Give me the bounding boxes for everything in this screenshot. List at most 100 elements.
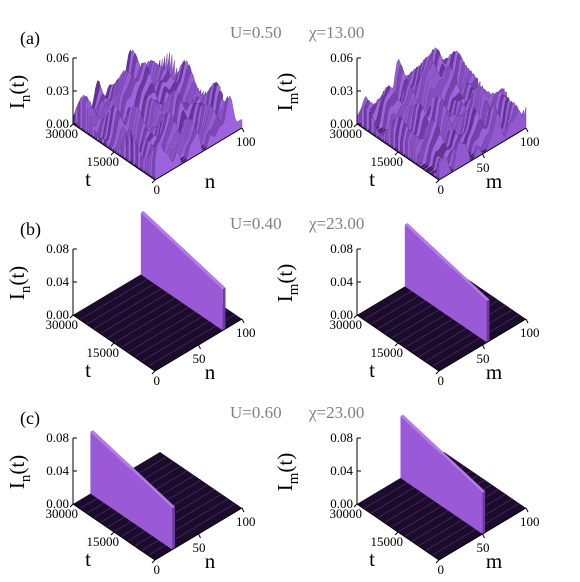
y-label-sub: n — [18, 94, 34, 102]
floor-texture — [425, 309, 513, 363]
t-tick — [69, 123, 74, 128]
wall-side — [400, 414, 486, 493]
x-axis-label: n — [205, 549, 216, 573]
wall-front — [172, 506, 176, 550]
t-axis-label: t — [85, 167, 91, 191]
y-label-tail: (t) — [5, 266, 29, 286]
x-axis-label: m — [486, 549, 502, 573]
wall-side — [90, 430, 176, 509]
t-tick — [394, 151, 399, 156]
t-tick — [353, 314, 358, 319]
t-tick-label: 30000 — [330, 506, 363, 521]
parameter-label: χ=23.00 — [308, 214, 364, 233]
y-axis-label: In(t) — [5, 75, 34, 109]
n-tick-label: 100 — [236, 134, 256, 149]
t-axis-label: t — [369, 358, 375, 382]
floor-texture — [425, 498, 513, 552]
n-tick — [198, 533, 201, 539]
z-tick-label: 0.00 — [330, 116, 353, 131]
parameter-label: U=0.50 — [230, 23, 282, 42]
y-label-main: I — [5, 293, 29, 300]
wall-front — [222, 287, 226, 331]
t-tick — [69, 503, 74, 508]
y-label-sub: m — [286, 283, 302, 295]
parameter-label: U=0.60 — [230, 403, 282, 422]
t-tick-label: 30000 — [330, 126, 363, 141]
n-tick — [241, 127, 245, 133]
t-tick — [110, 342, 115, 347]
n-tick — [525, 127, 529, 133]
wall-side — [140, 211, 226, 290]
t-tick-label: 15000 — [371, 154, 404, 169]
floor-texture — [418, 304, 506, 358]
n-tick-label: 100 — [520, 514, 540, 529]
y-label-tail: (t) — [5, 75, 29, 95]
y-label-sub: n — [18, 474, 34, 482]
n-tick-label: 100 — [236, 325, 256, 340]
y-label-tail: (t) — [5, 455, 29, 475]
wall-side — [404, 222, 490, 302]
n-tick-label: 50 — [477, 540, 490, 555]
z-tick-label: 0.08 — [330, 241, 353, 256]
z-tick-label: 0.03 — [330, 83, 353, 98]
y-axis-label: In(t) — [5, 455, 34, 489]
n-axis — [154, 127, 243, 181]
t-tick-label: 0 — [154, 182, 161, 197]
n-tick-label: 100 — [236, 514, 256, 529]
t-tick-label: 0 — [154, 562, 161, 577]
floor-texture — [141, 498, 229, 552]
y-axis-label: Im(t) — [273, 264, 302, 303]
t-tick-label: 15000 — [371, 534, 404, 549]
n-tick — [525, 318, 529, 324]
t-tick-label: 0 — [438, 182, 445, 197]
y-axis-label: Im(t) — [273, 453, 302, 492]
t-tick — [353, 123, 358, 128]
floor-texture — [147, 502, 236, 556]
t-tick-label: 30000 — [46, 317, 79, 332]
t-axis-label: t — [85, 547, 91, 571]
y-label-tail: (t) — [273, 264, 297, 284]
t-tick-label: 0 — [438, 562, 445, 577]
n-tick-label: 100 — [520, 134, 540, 149]
y-label-main: I — [273, 104, 297, 111]
t-tick — [151, 179, 156, 184]
t-axis-label: t — [369, 547, 375, 571]
z-tick-label: 0.04 — [46, 274, 69, 289]
parameter-label: χ=23.00 — [308, 403, 364, 422]
t-tick-label: 0 — [154, 373, 161, 388]
t-tick — [435, 179, 440, 184]
y-label-tail: (t) — [273, 453, 297, 473]
n-tick-label: 50 — [477, 351, 490, 366]
wall — [400, 416, 483, 534]
z-tick-label: 0.00 — [330, 307, 353, 322]
z-tick-label: 0.06 — [330, 50, 353, 65]
floor-texture — [134, 493, 222, 547]
panel-label: (b) — [20, 219, 41, 240]
x-axis-label: n — [205, 169, 216, 193]
z-tick-label: 0.08 — [330, 430, 353, 445]
n-tick-label: 100 — [520, 325, 540, 340]
t-tick-label: 15000 — [87, 154, 120, 169]
x-axis-label: m — [486, 169, 502, 193]
z-tick-label: 0.08 — [46, 430, 69, 445]
z-tick-label: 0.00 — [46, 307, 69, 322]
t-tick-label: 30000 — [46, 126, 79, 141]
n-tick — [525, 507, 529, 513]
t-tick — [435, 559, 440, 564]
z-tick-label: 0.03 — [46, 83, 69, 98]
n-tick-label: 50 — [193, 351, 206, 366]
x-axis-label: n — [205, 360, 216, 384]
t-tick-label: 0 — [438, 373, 445, 388]
y-label-main: I — [273, 484, 297, 491]
n-tick — [241, 318, 245, 324]
y-label-main: I — [5, 102, 29, 109]
t-tick — [151, 559, 156, 564]
t-tick-label: 15000 — [87, 345, 120, 360]
